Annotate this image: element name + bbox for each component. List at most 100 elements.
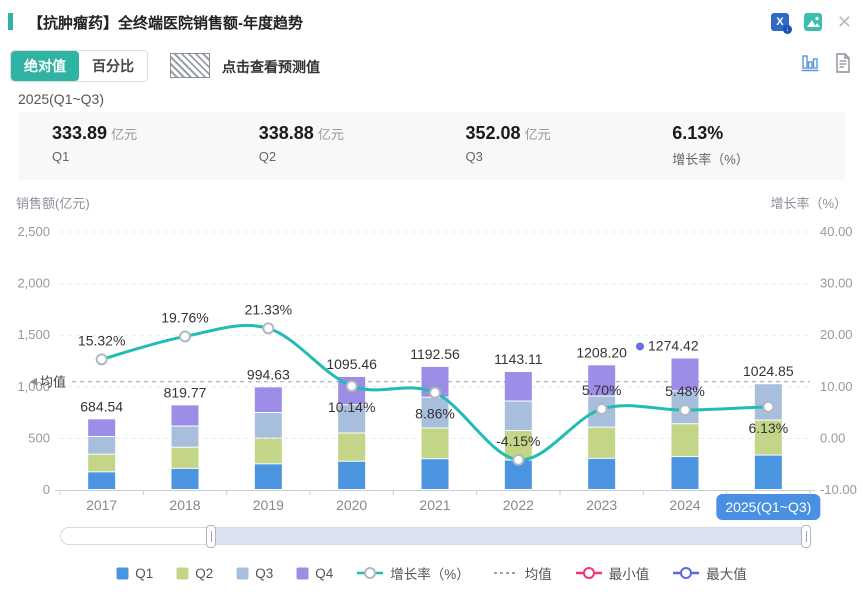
stat-growth-label: 增长率（%） xyxy=(672,152,749,167)
growth-point-2017[interactable] xyxy=(95,353,108,366)
bar-segment-q2-2018[interactable] xyxy=(171,447,199,468)
bar-segment-q1-2021[interactable] xyxy=(421,459,449,489)
right-axis-title: 增长率（%） xyxy=(770,196,847,211)
percentage-button[interactable]: 百分比 xyxy=(79,51,147,81)
bar-segment-q2-2017[interactable] xyxy=(88,454,116,472)
bar-segment-q4-2019[interactable] xyxy=(254,387,282,413)
bar-segment-q1-2025(Q1~Q3)[interactable] xyxy=(754,455,782,489)
legend-item-2[interactable]: Q3 xyxy=(236,566,273,581)
bar-total-label: 684.54 xyxy=(80,398,123,414)
growth-label: 10.14% xyxy=(328,399,375,415)
bar-segment-q4-2024[interactable] xyxy=(671,358,699,391)
bar-segment-q2-2025(Q1~Q3)[interactable] xyxy=(754,420,782,455)
growth-label: 8.86% xyxy=(415,406,455,422)
legend-label: 增长率（%） xyxy=(390,567,470,582)
bar-segment-q4-2018[interactable] xyxy=(171,405,199,426)
legend-item-3[interactable]: Q4 xyxy=(296,566,333,581)
bar-segment-q3-2017[interactable] xyxy=(88,437,116,454)
stat-q2-value: 338.88 xyxy=(258,123,314,143)
left-axis-tick-label: 2,500 xyxy=(17,224,50,239)
x-axis-selected-label-bg[interactable] xyxy=(716,494,821,520)
growth-point-2018[interactable] xyxy=(179,330,191,343)
growth-point-2019[interactable] xyxy=(262,322,275,335)
x-axis-label: 2017 xyxy=(86,497,117,513)
legend-square-icon xyxy=(296,567,309,579)
stat-growth: 6.13% 增长率（%） xyxy=(638,112,845,180)
growth-point-2020[interactable] xyxy=(345,380,358,393)
growth-label: 21.33% xyxy=(245,301,292,317)
data-zoom-left-handle[interactable] xyxy=(206,525,216,548)
report-document-icon[interactable] xyxy=(835,53,851,73)
bar-segment-q2-2023[interactable] xyxy=(588,427,616,458)
bar-segment-q1-2018[interactable] xyxy=(171,468,199,489)
stat-q2-label: Q2 xyxy=(258,149,277,164)
bar-segment-q3-2019[interactable] xyxy=(254,413,282,438)
growth-label: 19.76% xyxy=(161,309,208,325)
growth-point-2025(Q1~Q3)[interactable] xyxy=(762,400,775,413)
stat-growth-value: 6.13% xyxy=(672,123,724,143)
data-zoom-right-handle[interactable] xyxy=(801,525,811,548)
legend-square-icon xyxy=(236,567,249,579)
legend-item-0[interactable]: Q1 xyxy=(116,566,153,581)
legend-item-1[interactable]: Q2 xyxy=(176,566,213,581)
bar-segment-q3-2022[interactable] xyxy=(504,401,532,431)
growth-point-2021[interactable] xyxy=(429,386,441,399)
bar-total-label: 994.63 xyxy=(247,366,290,382)
excel-export-icon[interactable]: X ↓ xyxy=(770,13,792,34)
left-axis-title: 销售额(亿元) xyxy=(16,196,90,211)
bar-chart-icon[interactable] xyxy=(801,53,819,73)
bar-total-label: 819.77 xyxy=(164,384,207,400)
bar-segment-q1-2020[interactable] xyxy=(338,461,366,489)
legend-label: Q4 xyxy=(315,565,334,581)
handle-grip-icon xyxy=(805,531,807,542)
bar-total-label: 1192.56 xyxy=(410,346,460,362)
legend-item-6[interactable]: 最小值 xyxy=(575,563,649,583)
right-axis-tick-label: 0.00 xyxy=(820,430,845,445)
bar-total-label: 1024.85 xyxy=(743,363,794,379)
bar-segment-q2-2021[interactable] xyxy=(421,428,449,459)
legend-line-circle-icon xyxy=(357,567,384,579)
legend-item-5[interactable]: 均值 xyxy=(493,563,552,583)
forecast-hatch-swatch[interactable] xyxy=(170,53,210,78)
legend-item-7[interactable]: 最大值 xyxy=(672,563,747,583)
bar-segment-q3-2020[interactable] xyxy=(338,405,366,433)
bar-total-label: 1208.20 xyxy=(576,344,627,360)
bar-segment-q2-2024[interactable] xyxy=(671,424,699,457)
growth-point-2022[interactable] xyxy=(512,453,525,466)
bar-segment-q1-2017[interactable] xyxy=(88,472,116,489)
bar-segment-q1-2023[interactable] xyxy=(588,458,616,489)
bar-segment-q4-2023[interactable] xyxy=(588,365,616,396)
growth-label: 6.13% xyxy=(748,420,788,436)
left-axis-tick-label: 500 xyxy=(28,430,50,445)
trend-chart: 销售额(亿元) 增长率（%） 0 500 1,000 1,500 2,000 2,500 -10… xyxy=(16,196,857,520)
bar-segment-q2-2019[interactable] xyxy=(254,438,282,464)
left-axis-tick-label: 1,000 xyxy=(17,379,50,394)
title-accent-bar xyxy=(8,13,13,30)
bar-segment-q4-2022[interactable] xyxy=(504,372,532,401)
data-zoom-selected-range[interactable] xyxy=(211,528,806,544)
absolute-value-button[interactable]: 绝对值 xyxy=(11,51,79,81)
export-image-icon[interactable] xyxy=(803,13,822,31)
growth-point-2023[interactable] xyxy=(595,402,608,415)
bar-total-label: 1143.11 xyxy=(494,351,543,367)
bar-segment-q2-2020[interactable] xyxy=(338,433,366,461)
legend-item-4[interactable]: 增长率（%） xyxy=(356,563,470,583)
forecast-label[interactable]: 点击查看预测值 xyxy=(222,59,320,75)
bar-segment-q1-2024[interactable] xyxy=(671,457,699,489)
right-axis-tick-label: -10.00 xyxy=(820,482,857,497)
growth-label: 15.32% xyxy=(78,332,125,348)
bar-segment-q3-2018[interactable] xyxy=(171,426,199,447)
mean-line-label: 均值 xyxy=(40,374,66,389)
close-icon[interactable]: ✕ xyxy=(836,12,852,32)
growth-point-2024[interactable] xyxy=(679,404,691,417)
stat-q3: 352.08 亿元 Q3 xyxy=(432,112,639,180)
bar-segment-q4-2017[interactable] xyxy=(88,419,116,437)
legend-line-circle-icon xyxy=(575,567,602,579)
data-zoom-slider[interactable] xyxy=(60,525,811,548)
bar-segment-q3-2021[interactable] xyxy=(421,397,449,428)
stat-q3-label: Q3 xyxy=(465,149,483,164)
value-mode-toggle: 绝对值 百分比 xyxy=(10,50,148,82)
stat-q2-unit: 亿元 xyxy=(317,127,344,142)
bar-segment-q1-2019[interactable] xyxy=(254,464,282,489)
